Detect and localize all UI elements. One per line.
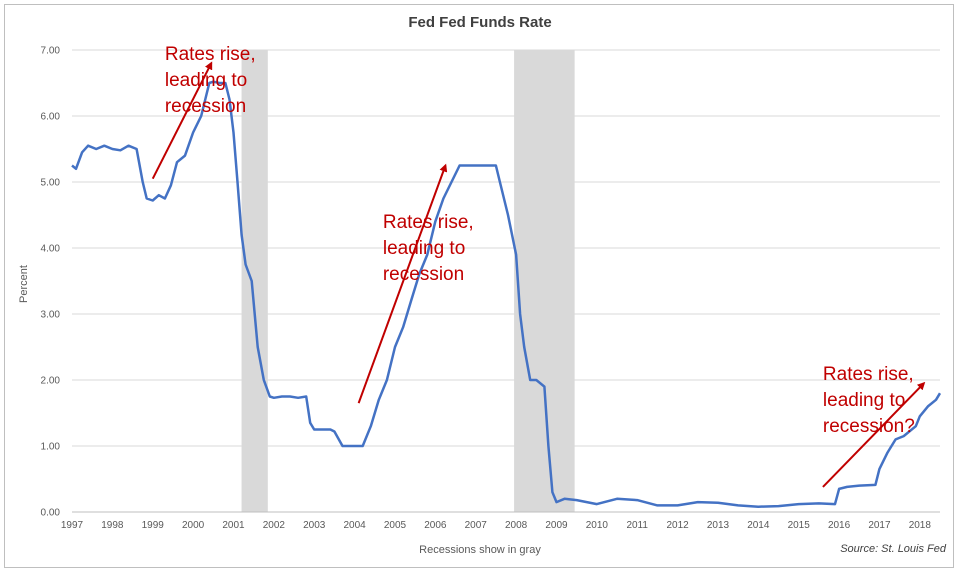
annotation-arrow-0: [151, 61, 213, 180]
y-tick-label: 1.00: [41, 442, 61, 453]
source-note: Source: St. Louis Fed: [840, 543, 946, 555]
x-tick-label: 1998: [101, 520, 124, 531]
y-tick-label: 7.00: [41, 46, 61, 57]
x-tick-label: 1997: [61, 520, 84, 531]
annotation-text: Rates rise,: [165, 44, 256, 65]
x-tick-label: 2004: [343, 520, 366, 531]
x-tick-label: 2010: [586, 520, 609, 531]
annotation-text: leading to: [823, 390, 905, 411]
chart-frame: [4, 4, 954, 568]
x-tick-label: 2013: [707, 520, 730, 531]
annotation-text: Rates rise,: [383, 212, 474, 233]
recession-band-0: [241, 50, 268, 512]
x-tick-label: 2007: [465, 520, 488, 531]
y-tick-label: 4.00: [41, 244, 61, 255]
annotation-arrow-1: [357, 163, 448, 404]
x-tick-label: 2015: [788, 520, 811, 531]
series-line-0: [71, 80, 942, 508]
x-tick-label: 1999: [142, 520, 165, 531]
x-tick-label: 2017: [868, 520, 891, 531]
x-tick-label: 2018: [909, 520, 932, 531]
x-tick-label: 2006: [424, 520, 447, 531]
x-tick-label: 2009: [545, 520, 568, 531]
y-tick-label: 3.00: [41, 310, 61, 321]
x-tick-label: 2012: [666, 520, 689, 531]
x-tick-label: 2016: [828, 520, 851, 531]
annotation-text: Rates rise,: [823, 364, 914, 385]
annotation-arrow-2: [822, 381, 926, 488]
annotation-text: recession: [165, 96, 246, 117]
x-tick-label: 2005: [384, 520, 407, 531]
y-tick-label: 2.00: [41, 376, 61, 387]
recession-band-1: [514, 50, 575, 512]
annotation-text: recession: [383, 264, 464, 285]
x-tick-label: 2003: [303, 520, 326, 531]
y-tick-label: 5.00: [41, 178, 61, 189]
x-axis-label: Recessions show in gray: [419, 544, 541, 556]
annotation-text: leading to: [165, 70, 247, 91]
x-tick-label: 2002: [263, 520, 286, 531]
y-tick-label: 6.00: [41, 112, 61, 123]
x-tick-label: 2001: [222, 520, 245, 531]
annotation-text: recession?: [823, 416, 915, 437]
annotation-text: leading to: [383, 238, 465, 259]
x-tick-label: 2008: [505, 520, 528, 531]
x-tick-label: 2014: [747, 520, 770, 531]
x-tick-label: 2011: [626, 520, 648, 531]
y-tick-label: 0.00: [41, 508, 61, 519]
x-tick-label: 2000: [182, 520, 205, 531]
chart-title: Fed Fed Funds Rate: [408, 14, 552, 31]
